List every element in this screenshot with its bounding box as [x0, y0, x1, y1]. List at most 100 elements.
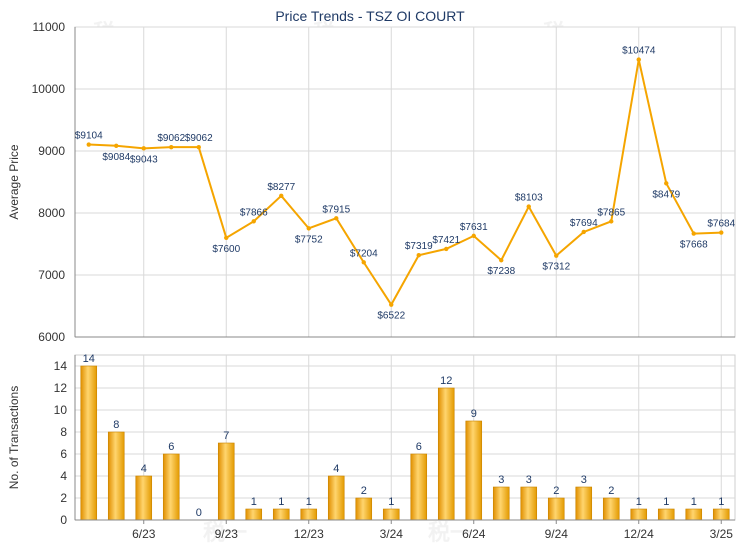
tx-data-label: 14 — [83, 353, 95, 365]
tx-x-tick-label: 3/24 — [380, 527, 404, 541]
price-point — [471, 233, 476, 239]
tx-bar — [657, 508, 675, 521]
tx-data-label: 7 — [223, 430, 229, 442]
price-data-label: $7600 — [212, 244, 240, 255]
price-data-label: $7694 — [570, 218, 598, 229]
price-data-label: $7866 — [240, 207, 268, 218]
price-point — [444, 246, 449, 252]
price-point — [196, 144, 201, 150]
tx-data-label: 1 — [251, 496, 257, 508]
price-data-label: $9062 — [185, 133, 213, 144]
price-data-label: $9084 — [102, 152, 130, 163]
price-point — [581, 229, 586, 235]
price-data-label: $7631 — [460, 222, 488, 233]
tx-data-label: 3 — [498, 474, 504, 486]
tx-x-tick-label: 6/23 — [132, 527, 156, 541]
price-y-tick-label: 7000 — [38, 268, 65, 282]
tx-bar — [80, 365, 98, 521]
price-y-tick-label: 8000 — [38, 206, 65, 220]
price-data-label: $7238 — [487, 266, 515, 277]
price-point — [224, 235, 229, 240]
tx-y-tick-label: 4 — [60, 469, 67, 483]
price-plot-area — [74, 26, 736, 338]
tx-bar — [575, 486, 593, 521]
price-point — [719, 230, 724, 235]
tx-plot-area — [74, 354, 736, 521]
tx-bar — [245, 508, 263, 521]
price-point — [526, 204, 531, 209]
tx-data-label: 2 — [553, 485, 559, 497]
tx-data-label: 1 — [636, 496, 642, 508]
price-point — [636, 57, 641, 62]
tx-data-label: 1 — [691, 496, 697, 508]
price-y-tick-label: 11000 — [33, 20, 66, 34]
tx-bar — [107, 431, 125, 521]
price-data-label: $8103 — [515, 193, 543, 204]
tx-bar — [630, 508, 648, 521]
tx-data-label: 6 — [168, 441, 174, 453]
price-data-label: $6522 — [377, 311, 405, 322]
tx-x-tick-label: 12/24 — [624, 527, 654, 541]
tx-x-tick-label: 9/24 — [545, 527, 569, 541]
price-point — [664, 181, 669, 186]
tx-x-tick-label: 6/24 — [462, 527, 486, 541]
tx-data-label: 12 — [440, 375, 452, 387]
tx-y-axis-title: No. of Transactions — [7, 386, 21, 489]
tx-bar — [437, 387, 455, 521]
tx-y-tick-label: 10 — [54, 403, 68, 417]
tx-bar — [217, 442, 235, 521]
price-point — [114, 143, 119, 148]
tx-bar — [135, 475, 153, 521]
tx-bar — [272, 508, 290, 521]
price-data-label: $9104 — [75, 131, 103, 142]
watermark-text: 税一 — [428, 520, 472, 545]
price-data-label: $8277 — [267, 182, 295, 193]
price-point — [609, 219, 614, 224]
price-point — [306, 226, 311, 231]
tx-bar — [355, 497, 373, 521]
price-data-label: $7319 — [405, 241, 433, 252]
tx-bar — [465, 420, 483, 521]
tx-y-tick-label: 0 — [60, 513, 67, 527]
tx-bar — [712, 508, 730, 521]
price-data-label: $7915 — [322, 204, 350, 215]
tx-x-tick-label: 12/23 — [294, 527, 324, 541]
price-data-label: $9043 — [130, 154, 158, 165]
tx-y-tick-label: 8 — [60, 425, 67, 439]
tx-y-tick-label: 12 — [54, 381, 68, 395]
tx-bar — [492, 486, 510, 521]
price-point — [334, 216, 339, 221]
watermark-text: 税一 — [203, 520, 247, 545]
price-y-tick-label: 10000 — [32, 82, 66, 96]
tx-data-label: 4 — [141, 463, 147, 475]
tx-data-label: 1 — [306, 496, 312, 508]
price-data-label: $8479 — [652, 189, 680, 200]
tx-bar — [547, 497, 565, 521]
chart-title: Price Trends - TSZ OI COURT — [275, 8, 465, 24]
price-point — [141, 146, 146, 151]
tx-x-tick-label: 3/25 — [710, 527, 734, 541]
price-data-label: $9062 — [157, 133, 185, 144]
tx-bar — [410, 453, 428, 521]
tx-data-label: 2 — [608, 485, 614, 497]
tx-bar — [685, 508, 703, 521]
tx-y-tick-label: 2 — [60, 491, 67, 505]
tx-data-label: 1 — [663, 496, 669, 508]
price-data-label: $7421 — [432, 235, 460, 246]
price-data-label: $7668 — [680, 240, 708, 251]
tx-bar — [382, 508, 400, 521]
tx-data-label: 0 — [196, 507, 202, 519]
price-y-axis-title: Average Price — [7, 144, 21, 219]
price-data-label: $7204 — [350, 248, 378, 259]
tx-bar — [520, 486, 538, 521]
tx-bar — [327, 475, 345, 521]
price-point — [554, 253, 559, 258]
tx-data-label: 8 — [113, 419, 119, 431]
price-point — [416, 253, 421, 258]
price-point — [169, 144, 174, 150]
price-point — [691, 231, 696, 236]
tx-data-label: 1 — [278, 496, 284, 508]
tx-data-label: 9 — [471, 408, 477, 420]
price-point — [389, 302, 394, 307]
